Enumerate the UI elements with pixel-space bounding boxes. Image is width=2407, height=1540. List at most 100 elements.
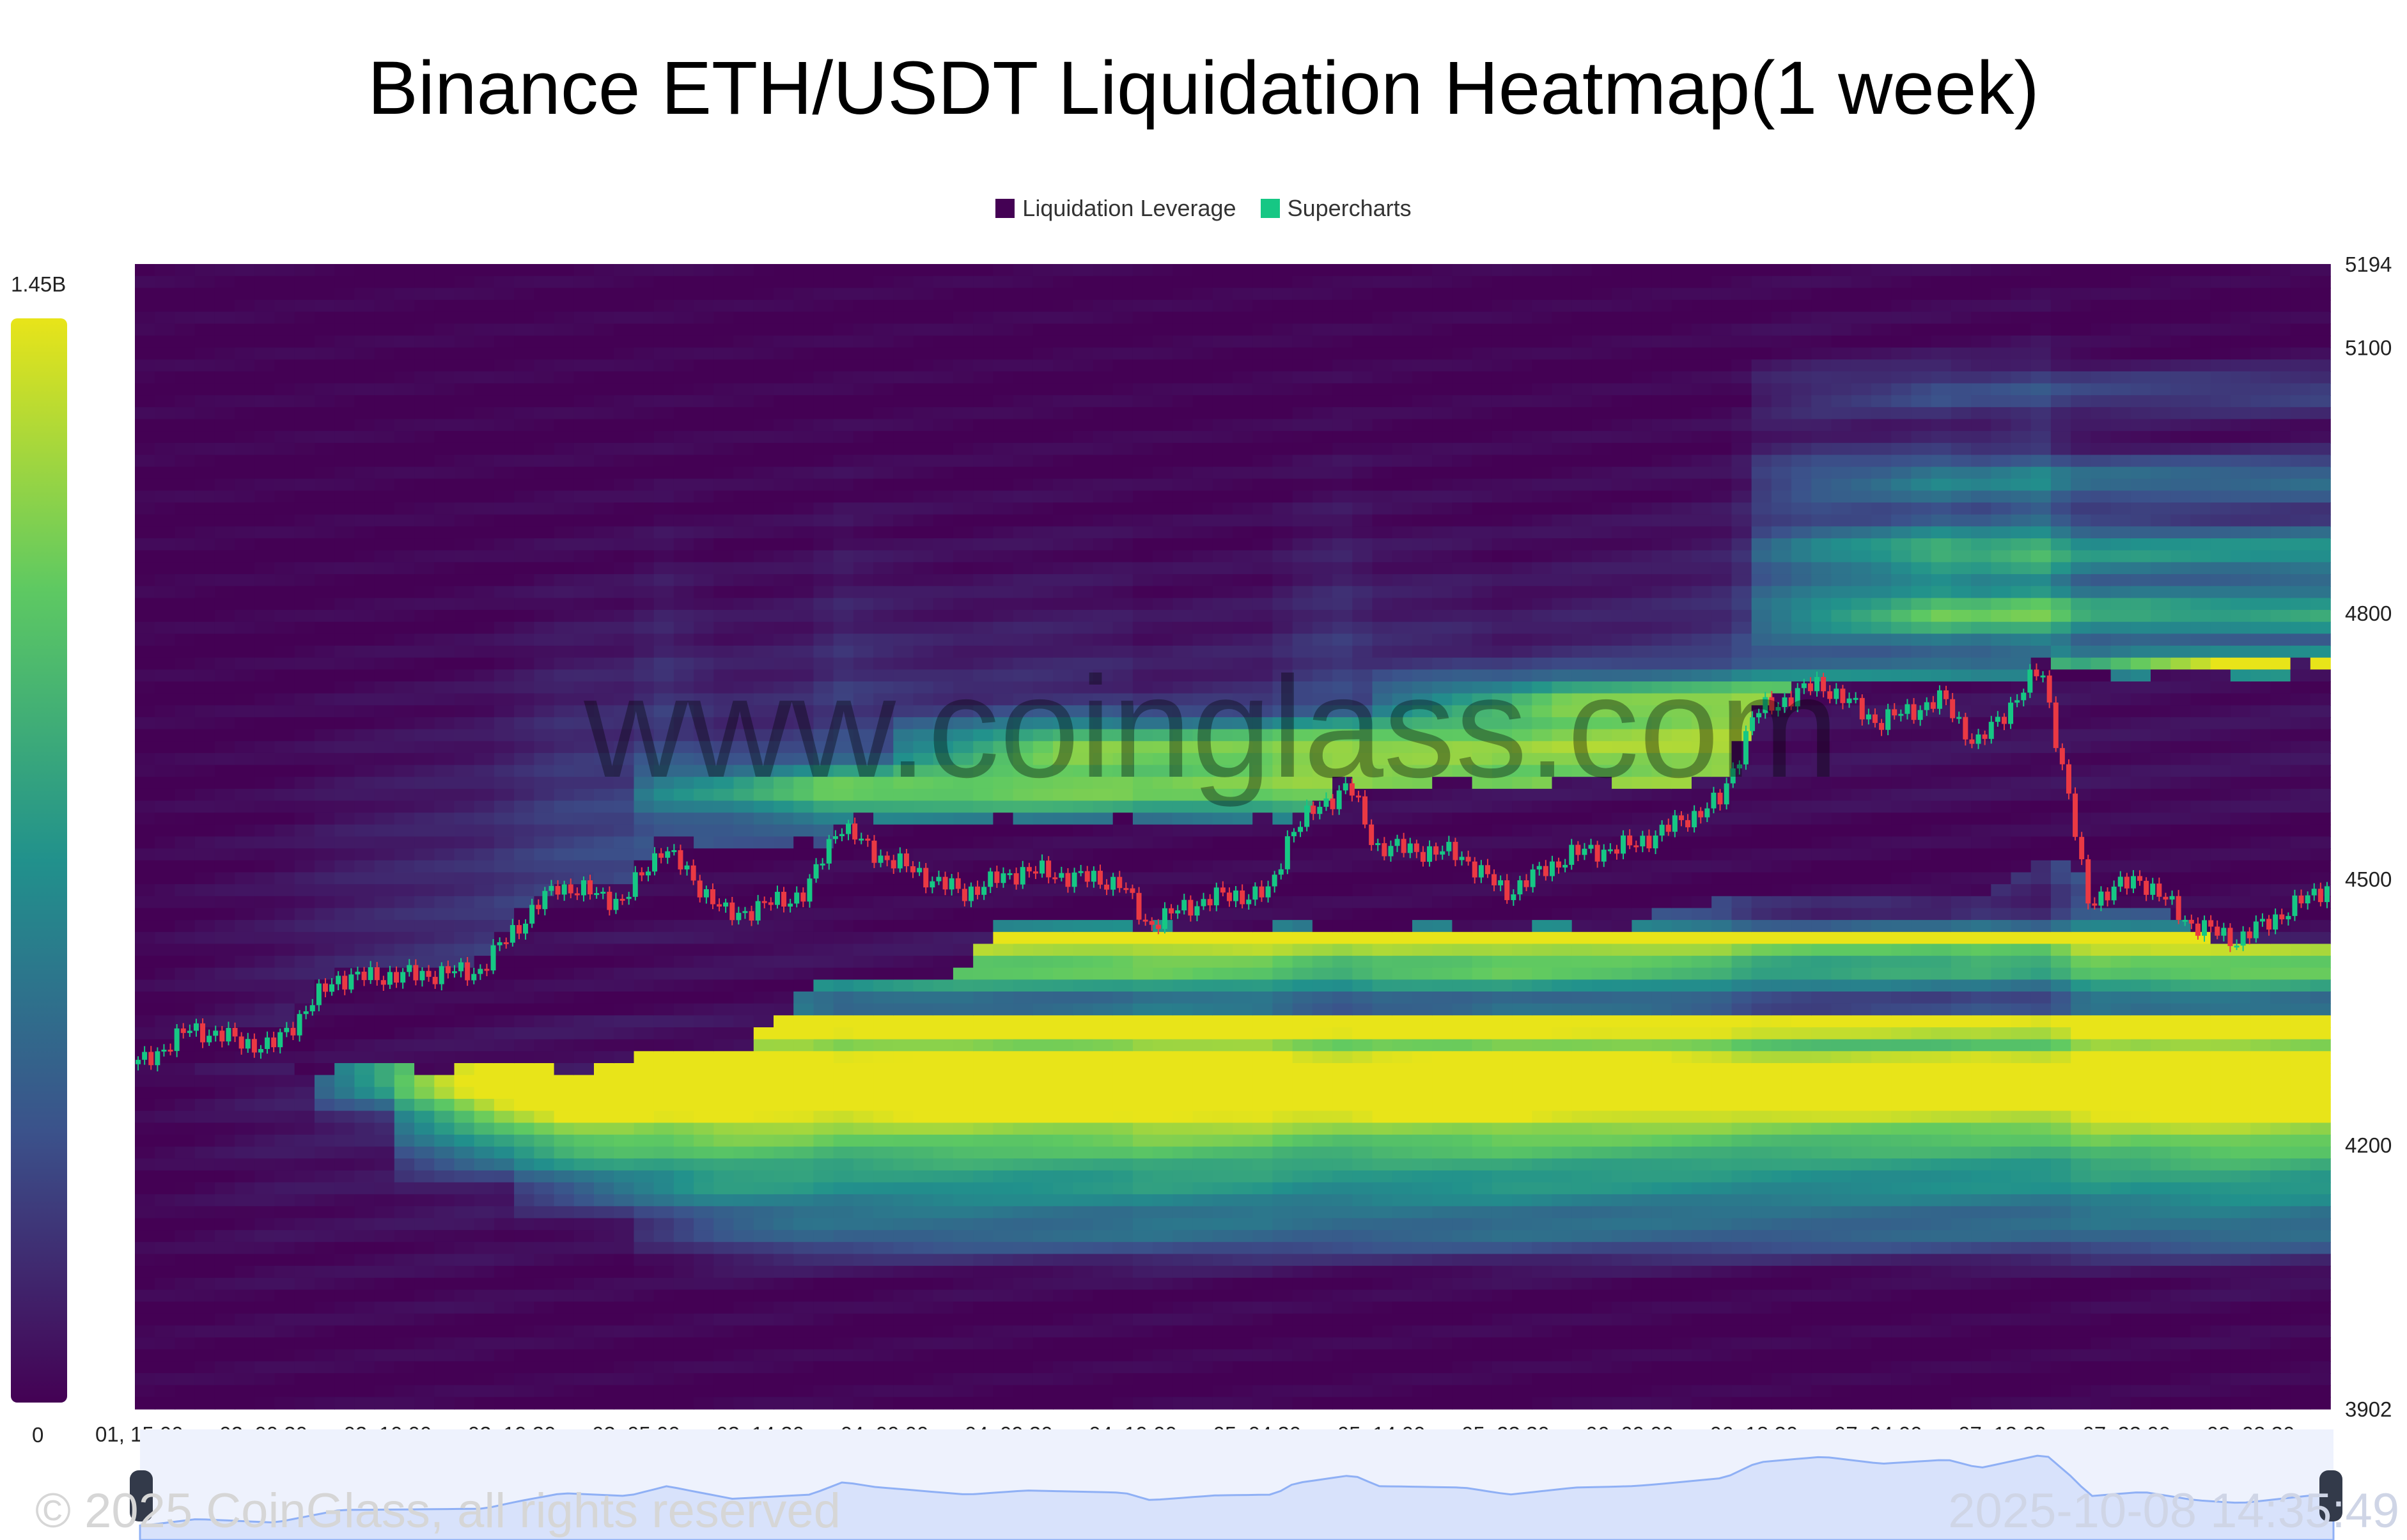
heatmap-cell	[1093, 442, 1114, 456]
heatmap-cell	[594, 383, 614, 396]
heatmap-cell	[673, 836, 694, 849]
heatmap-cell	[135, 1277, 155, 1291]
heatmap-cell	[733, 824, 754, 837]
heatmap-cell	[1013, 347, 1034, 361]
heatmap-cell	[414, 1361, 435, 1374]
heatmap-cell	[354, 705, 375, 718]
heatmap-cell	[913, 1146, 934, 1160]
heatmap-cell	[993, 1015, 1014, 1028]
heatmap-cell	[953, 323, 974, 336]
heatmap-cell	[214, 788, 235, 802]
heatmap-cell	[254, 741, 276, 754]
heatmap-cell	[135, 1254, 155, 1266]
heatmap-cell	[993, 1123, 1014, 1135]
heatmap-cell	[294, 467, 315, 479]
heatmap-cell	[194, 1289, 215, 1302]
heatmap-cell	[254, 1361, 276, 1374]
heatmap-cell	[594, 323, 614, 336]
heatmap-cell	[614, 1087, 635, 1100]
heatmap-cell	[953, 490, 974, 503]
heatmap-cell	[274, 502, 295, 515]
heatmap-cell	[653, 1218, 674, 1231]
heatmap-cell	[194, 967, 215, 981]
heatmap-cell	[414, 478, 435, 492]
heatmap-cell	[534, 383, 555, 396]
heatmap-cell	[594, 1241, 614, 1255]
heatmap-cell	[514, 1039, 535, 1052]
heatmap-cell	[694, 1110, 715, 1124]
legend-item-liquidation-leverage[interactable]: Liquidation Leverage	[995, 195, 1236, 222]
heatmap-cell	[713, 705, 735, 718]
heatmap-cell	[175, 1385, 196, 1398]
heatmap-cell	[1053, 979, 1073, 992]
heatmap-cell	[634, 419, 655, 432]
heatmap-cell	[514, 1277, 535, 1291]
heatmap-cell	[753, 1015, 774, 1028]
heatmap-cell	[235, 1123, 256, 1135]
heatmap-cell	[494, 800, 515, 813]
heatmap-cell	[474, 979, 495, 992]
heatmap-cell	[155, 705, 176, 718]
heatmap-cell	[913, 752, 934, 766]
heatmap-cell	[873, 1134, 894, 1147]
heatmap-cell	[1053, 431, 1073, 444]
heatmap-cell	[813, 1385, 834, 1398]
heatmap-cell	[1073, 908, 1094, 921]
heatmap-cell	[474, 681, 495, 694]
heatmap-cell	[534, 1230, 555, 1243]
heatmap-cell	[194, 1039, 215, 1052]
heatmap-cell	[653, 1397, 674, 1410]
heatmap-cell	[953, 407, 974, 420]
heatmap-cell	[573, 1098, 595, 1112]
heatmap-cell	[774, 431, 794, 444]
heatmap-cell	[354, 598, 375, 611]
heatmap-cell	[933, 1063, 954, 1076]
heatmap-cell	[434, 1349, 455, 1362]
heatmap-cell	[713, 1063, 735, 1076]
heatmap-cell	[474, 992, 495, 1004]
heatmap-cell	[214, 1361, 235, 1374]
heatmap-cell	[833, 956, 854, 968]
heatmap-cell	[235, 395, 256, 408]
heatmap-cell	[135, 681, 155, 694]
heatmap-cell	[973, 610, 994, 623]
heatmap-cell	[294, 813, 315, 825]
heatmap-cell	[774, 848, 794, 861]
heatmap-cell	[135, 788, 155, 802]
heatmap-cell	[1093, 490, 1114, 503]
heatmap-cell	[793, 920, 814, 933]
heatmap-cell	[374, 1266, 395, 1279]
heatmap-cell	[753, 335, 774, 348]
heatmap-cell	[774, 669, 794, 682]
heatmap-cell	[873, 1003, 894, 1016]
heatmap-cell	[235, 311, 256, 325]
heatmap-cell	[594, 1182, 614, 1195]
heatmap-cell	[294, 621, 315, 635]
heatmap-cell	[494, 992, 515, 1004]
heatmap-cell	[953, 574, 974, 587]
legend-item-supercharts[interactable]: Supercharts	[1260, 195, 1412, 222]
heatmap-cell	[573, 848, 595, 861]
heatmap-cell	[733, 300, 754, 313]
heatmap-cell	[733, 455, 754, 467]
colorbar[interactable]	[11, 318, 67, 1403]
heatmap-cell	[394, 1098, 415, 1112]
heatmap-cell	[653, 1146, 674, 1160]
heatmap-cell	[214, 729, 235, 742]
heatmap-cell	[394, 1206, 415, 1219]
heatmap-cell	[733, 1313, 754, 1326]
heatmap-cell	[135, 467, 155, 479]
heatmap-cell	[733, 586, 754, 599]
heatmap-cell	[973, 1266, 994, 1279]
heatmap-cell	[1032, 813, 1054, 825]
heatmap-cell	[494, 634, 515, 646]
heatmap-cell	[614, 371, 635, 384]
heatmap-cell	[155, 848, 176, 861]
heatmap-cell	[235, 407, 256, 420]
heatmap-cell	[813, 1373, 834, 1386]
heatmap-cell	[774, 908, 794, 921]
heatmap-cell	[394, 872, 415, 885]
heatmap-cell	[1153, 1277, 1174, 1291]
heatmap-cell	[953, 1158, 974, 1171]
heatmap-cell	[694, 514, 715, 527]
